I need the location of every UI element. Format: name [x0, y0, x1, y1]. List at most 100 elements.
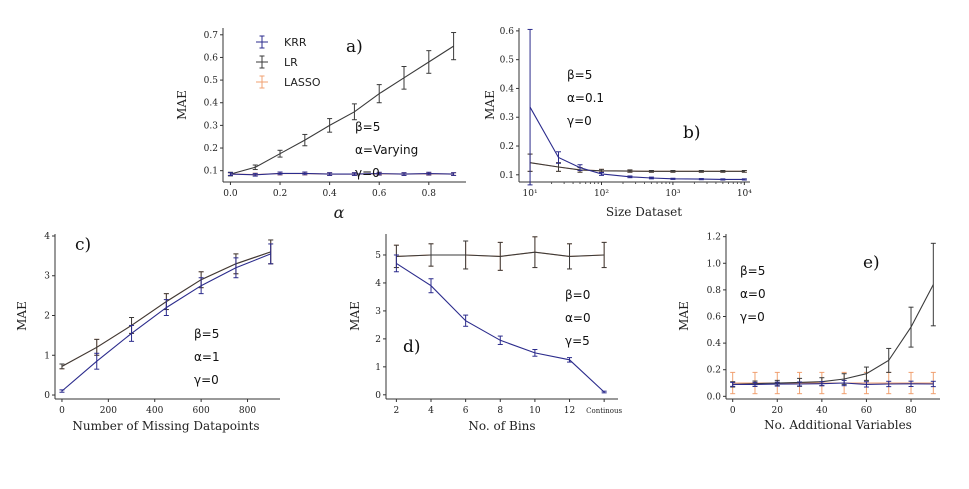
- x-tick-label: 10²: [594, 189, 609, 199]
- y-tick-label: 1: [44, 351, 50, 361]
- parameter-annotation: γ=0: [740, 310, 765, 324]
- y-tick-label: 0.4: [500, 84, 515, 94]
- x-axis-label: Number of Missing Datapoints: [72, 419, 259, 433]
- y-tick-label: 0.1: [500, 171, 514, 181]
- x-tick-label: 0.8: [422, 189, 437, 199]
- parameter-annotation: γ=0: [567, 114, 592, 128]
- y-tick-label: 2: [375, 335, 381, 345]
- y-tick-label: 3: [375, 307, 381, 317]
- y-tick-label: 0.6: [204, 53, 219, 63]
- x-tick-label: 600: [193, 406, 210, 416]
- y-axis-label: MAE: [348, 301, 362, 331]
- panel-label: c): [75, 235, 91, 255]
- y-axis-label: MAE: [175, 90, 189, 120]
- series-krr: [527, 28, 747, 186]
- parameter-annotation: α=Varying: [355, 143, 418, 157]
- parameter-annotation: α=0: [740, 287, 766, 301]
- y-tick-label: 0.5: [204, 76, 219, 86]
- x-tick-label: 10¹: [523, 189, 538, 199]
- y-tick-label: 0.5: [500, 56, 515, 66]
- y-tick-label: 1: [375, 363, 381, 373]
- parameter-annotation: β=5: [567, 68, 592, 82]
- x-axis-label: No. Additional Variables: [764, 418, 912, 432]
- parameter-annotation: β=0: [565, 288, 590, 302]
- series-lr: [393, 236, 607, 271]
- series-line-lr: [732, 284, 934, 385]
- y-tick-label: 1.2: [707, 233, 721, 243]
- y-tick-label: 0.1: [204, 167, 218, 177]
- panel-label: a): [346, 37, 363, 57]
- series-line-krr: [230, 172, 454, 176]
- y-tick-label: 0.0: [707, 392, 722, 402]
- x-tick-label: 80: [905, 406, 917, 416]
- x-tick-label: 0: [730, 406, 736, 416]
- y-tick-label: 0.3: [204, 121, 219, 131]
- panel-label: b): [683, 123, 701, 143]
- x-axis-label: No. of Bins: [468, 419, 535, 433]
- x-tick-label: 10⁴: [737, 189, 752, 199]
- parameter-annotation: γ=5: [565, 334, 590, 348]
- y-tick-label: 5: [375, 251, 381, 261]
- x-axis-label: Size Dataset: [606, 205, 682, 219]
- x-tick-label: 40: [816, 406, 828, 416]
- y-tick-label: 1.0: [707, 259, 722, 269]
- x-tick-label: 0: [59, 406, 65, 416]
- y-tick-label: 4: [44, 232, 50, 242]
- x-tick-label: 0.6: [372, 189, 387, 199]
- x-tick-label: 60: [861, 406, 873, 416]
- parameter-annotation: γ=0: [194, 373, 219, 387]
- parameter-annotation: α=1: [194, 350, 220, 364]
- panel-a: 0.0 0.2 0.4 0.6 0.8 0.1 0.2 0.3 0.4 0.5 0.6 0.7 α MAE…: [175, 28, 466, 222]
- y-axis-label: MAE: [677, 301, 691, 331]
- y-tick-label: 2: [44, 312, 50, 322]
- parameter-annotation: β=5: [355, 120, 380, 134]
- legend-label: LASSO: [284, 76, 321, 89]
- series-line-krr: [732, 382, 934, 385]
- panel-e: 0 20 40 60 80 0.0 0.2 0.4 0.6 0.8 1.0 1.2 No. Additi…: [677, 233, 940, 432]
- x-tick-label: 400: [146, 406, 163, 416]
- x-tick-label: 0.0: [223, 189, 238, 199]
- x-tick-label: Continous: [586, 407, 622, 415]
- x-axis-label: α: [334, 203, 345, 222]
- legend-label: KRR: [284, 36, 307, 49]
- y-tick-label: 0.2: [204, 144, 218, 154]
- x-tick-label: 0.2: [273, 189, 287, 199]
- x-tick-label: 20: [772, 406, 784, 416]
- x-tick-label: 200: [100, 406, 117, 416]
- x-tick-label: 8: [497, 406, 503, 416]
- series-krr: [393, 254, 607, 394]
- y-tick-label: 0.4: [707, 339, 722, 349]
- panel-label: e): [863, 253, 880, 273]
- series-line-lr: [230, 45, 454, 175]
- y-tick-label: 4: [375, 279, 381, 289]
- legend-label: LR: [284, 56, 298, 69]
- legend: KRR LR LASSO: [256, 35, 321, 89]
- series-krr: [730, 379, 936, 388]
- y-tick-label: 0.7: [204, 31, 219, 41]
- y-tick-label: 0.3: [500, 113, 515, 123]
- x-tick-label: 2: [394, 406, 400, 416]
- parameter-annotation: β=5: [740, 264, 765, 278]
- series-krr: [227, 171, 457, 177]
- parameter-annotation: γ=0: [355, 166, 380, 180]
- series-line-krr: [396, 262, 605, 393]
- x-tick-label: 6: [463, 406, 469, 416]
- parameter-annotation: α=0: [565, 311, 591, 325]
- y-axis-label: MAE: [483, 90, 497, 120]
- y-tick-label: 0.8: [707, 286, 722, 296]
- y-tick-label: 0.6: [707, 313, 722, 323]
- y-tick-label: 0: [44, 391, 50, 401]
- series-line-krr: [529, 106, 745, 180]
- panel-b: 10¹ 10² 10³ 10⁴ 0.1 0.2 0.3 0.4 0.5 0.6 Size Datas…: [483, 27, 752, 219]
- x-tick-label: 0.4: [322, 189, 337, 199]
- y-tick-label: 0.2: [707, 366, 721, 376]
- y-tick-label: 0.2: [500, 142, 514, 152]
- series-line-lr: [530, 162, 745, 172]
- y-tick-label: 0: [375, 391, 381, 401]
- y-tick-label: 3: [44, 272, 50, 282]
- series-krr: [59, 243, 274, 393]
- x-tick-label: 800: [239, 406, 256, 416]
- parameter-annotation: α=0.1: [567, 91, 604, 105]
